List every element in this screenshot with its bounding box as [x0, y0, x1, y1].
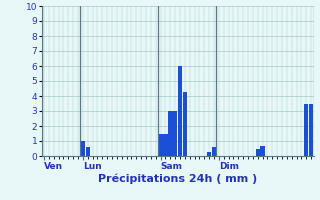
Bar	[158, 134, 163, 156]
Bar	[260, 146, 265, 156]
Bar	[256, 148, 260, 156]
Bar	[168, 111, 172, 156]
Bar	[173, 111, 177, 156]
Bar	[81, 141, 85, 156]
Bar	[163, 134, 168, 156]
Bar	[207, 152, 211, 156]
Bar	[309, 104, 313, 156]
Bar	[183, 92, 187, 156]
Bar	[212, 147, 216, 156]
X-axis label: Précipitations 24h ( mm ): Précipitations 24h ( mm )	[98, 173, 257, 184]
Bar	[85, 147, 90, 156]
Bar	[304, 104, 308, 156]
Bar	[178, 66, 182, 156]
